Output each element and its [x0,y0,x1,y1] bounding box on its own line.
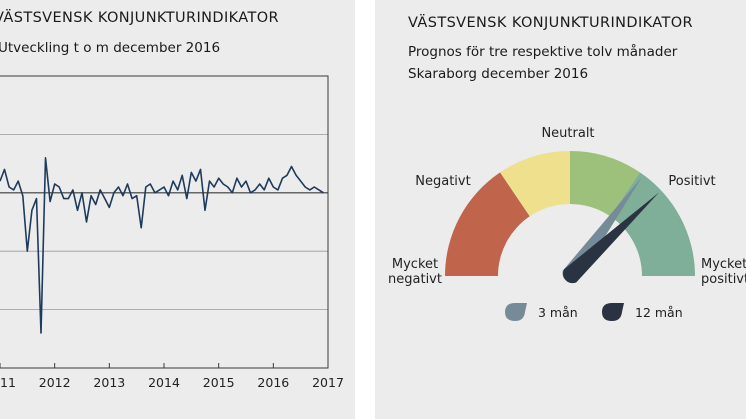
x-tick-label: 2017 [312,375,344,390]
x-tick-label: 2014 [148,375,180,390]
legend-label: 3 mån [538,305,578,320]
gauge-panel: VÄSTSVENSK KONJUNKTURINDIKATOR Prognos f… [375,0,746,419]
segment-label: Neutralt [541,126,594,141]
gauge-segment [500,151,570,217]
segment-label: Positivt [668,174,715,189]
segment-label: Mycket positivt [701,257,746,287]
plot-frame [0,75,329,369]
gauge-subtitle-line-2: Skaraborg december 2016 [408,66,589,82]
gauge-chart: Mycket negativt Negativt Neutralt Positivt My… [388,126,746,321]
x-tick-label: 2011 [0,375,16,390]
x-tick-label: 2013 [93,375,125,390]
legend-swatch [505,303,527,321]
line-chart-panel: VÄSTSVENSK KONJUNKTURINDIKATOR Utvecklin… [0,0,355,419]
legend-label: 12 mån [635,305,683,320]
gauge-segment [445,172,530,276]
needle-12-mån [563,192,659,284]
x-tick-label: 2012 [39,375,71,390]
gauge-segment [610,172,695,276]
gauge-segment [570,151,640,217]
x-tick-label: 2016 [257,375,289,390]
segment-label: Negativt [415,174,470,189]
gauge-subtitle-line-1: Prognos för tre respektive tolv månader [408,44,678,60]
segment-label: Mycket negativt [388,257,442,287]
chart-title: VÄSTSVENSK KONJUNKTURINDIKATOR [0,10,280,26]
x-tick-label: 2015 [203,375,235,390]
legend-swatch [602,303,624,321]
gauge-title: VÄSTSVENSK KONJUNKTURINDIKATOR [408,15,694,31]
chart-subtitle: Utveckling t o m december 2016 [0,40,221,56]
series-line [0,157,324,334]
line-chart: 2011 2012 2013 2014 2015 2016 2017 [0,75,344,390]
